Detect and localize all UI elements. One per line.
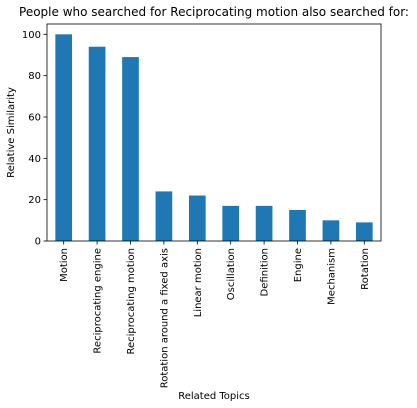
bar bbox=[289, 210, 306, 241]
chart-title: People who searched for Reciprocating mo… bbox=[19, 5, 409, 19]
y-tick-label: 100 bbox=[22, 30, 41, 41]
x-tick-label: Definition bbox=[260, 248, 271, 296]
x-tick-label: Reciprocating engine bbox=[93, 248, 104, 354]
y-tick-label: 80 bbox=[28, 71, 41, 82]
x-axis-title: Related Topics bbox=[178, 391, 250, 402]
bar bbox=[355, 222, 373, 241]
plot-frame bbox=[46, 23, 382, 242]
x-tick-label: Reciprocating motion bbox=[126, 248, 137, 355]
x-tick-label: Rotation around a fixed axis bbox=[159, 248, 170, 388]
x-tick-label: Rotation bbox=[360, 248, 371, 290]
bar bbox=[188, 195, 206, 241]
bar bbox=[122, 57, 139, 241]
bar bbox=[88, 46, 106, 241]
y-tick-label: 60 bbox=[28, 113, 41, 124]
bar bbox=[222, 205, 240, 241]
y-tick-label: 40 bbox=[28, 154, 41, 165]
x-tick-label: Oscillation bbox=[226, 248, 237, 300]
x-tick-label: Linear motion bbox=[193, 248, 204, 317]
bar-series bbox=[55, 34, 373, 242]
x-tick-label: Mechanism bbox=[326, 248, 337, 305]
y-axis: 0 20 40 60 80 100 bbox=[22, 30, 47, 248]
y-axis-title: Relative Similarity bbox=[6, 87, 17, 178]
bar bbox=[55, 34, 73, 242]
x-axis: Motion Reciprocating engine Reciprocating … bbox=[59, 241, 371, 388]
x-tick-label: Motion bbox=[59, 248, 70, 282]
bar bbox=[255, 205, 273, 241]
bar bbox=[155, 191, 173, 241]
y-tick-label: 0 bbox=[35, 237, 41, 248]
bar bbox=[322, 220, 340, 241]
y-tick-label: 20 bbox=[28, 195, 41, 206]
x-tick-label: Engine bbox=[293, 248, 304, 282]
